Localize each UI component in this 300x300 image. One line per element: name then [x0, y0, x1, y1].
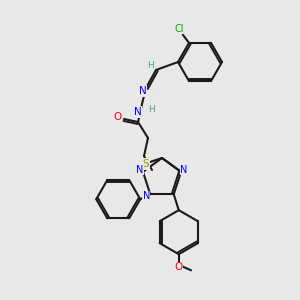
Text: O: O: [113, 112, 121, 122]
Text: N: N: [136, 165, 144, 175]
Text: Cl: Cl: [174, 24, 184, 34]
Text: N: N: [180, 165, 188, 175]
Text: O: O: [175, 262, 183, 272]
Text: H: H: [148, 106, 155, 115]
Text: H: H: [147, 61, 153, 70]
Text: N: N: [134, 107, 142, 117]
Text: N: N: [139, 86, 147, 96]
Text: N: N: [142, 191, 150, 201]
Text: S: S: [143, 159, 149, 169]
